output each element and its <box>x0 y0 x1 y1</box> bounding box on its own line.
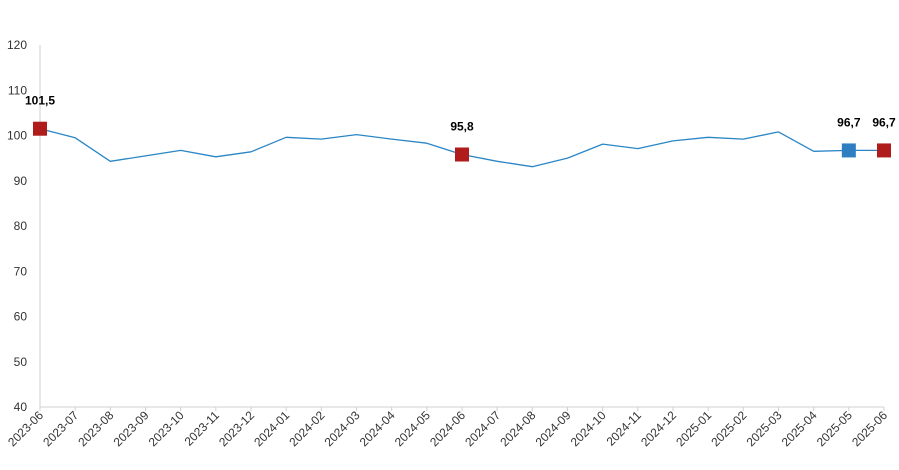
highlight-marker <box>877 143 891 158</box>
x-tick-label: 2023-07 <box>40 408 81 449</box>
x-tick-label: 2025-04 <box>779 408 820 449</box>
highlight-marker <box>33 121 47 136</box>
y-tick-label: 50 <box>14 355 28 369</box>
x-tick-label: 2024-05 <box>392 408 433 449</box>
x-tick-label: 2025-01 <box>673 408 714 449</box>
y-tick-label: 110 <box>8 83 27 97</box>
x-tick-label: 2024-01 <box>251 408 292 449</box>
x-tick-label: 2024-03 <box>322 408 363 449</box>
highlight-marker <box>841 143 856 158</box>
x-tick-label: 2025-06 <box>849 408 890 449</box>
x-tick-label: 2025-05 <box>814 408 855 449</box>
x-tick-label: 2024-10 <box>568 408 609 449</box>
data-label: 96,7 <box>837 115 861 129</box>
x-tick-label: 2024-08 <box>497 408 538 449</box>
y-tick-label: 80 <box>14 219 28 233</box>
x-tick-label: 2025-02 <box>708 408 749 449</box>
y-tick-label: 40 <box>14 400 28 414</box>
data-label: 101,5 <box>25 94 55 108</box>
x-tick-label: 2023-08 <box>75 408 116 449</box>
data-label: 95,8 <box>450 120 474 134</box>
x-axis: 2023-062023-072023-082023-092023-102023-… <box>5 406 890 449</box>
y-tick-label: 100 <box>7 129 27 143</box>
x-tick-label: 2023-12 <box>216 408 257 449</box>
x-tick-label: 2024-06 <box>427 408 468 449</box>
y-axis: 40 50 60 70 80 90 100 110 120 <box>7 38 41 414</box>
highlight-markers: 101,5 95,8 96,7 96,7 <box>25 94 896 162</box>
x-tick-label: 2023-11 <box>182 408 223 449</box>
highlight-marker <box>455 147 469 162</box>
x-tick-label: 2023-09 <box>111 408 152 449</box>
y-tick-label: 90 <box>14 174 28 188</box>
data-label: 96,7 <box>872 115 896 129</box>
y-tick-label: 70 <box>14 264 28 278</box>
x-tick-label: 2024-09 <box>533 408 574 449</box>
x-tick-label: 2024-04 <box>357 408 398 449</box>
x-tick-label: 2024-11 <box>604 408 645 449</box>
x-tick-label: 2023-10 <box>146 408 187 449</box>
x-tick-label: 2025-03 <box>744 408 785 449</box>
x-tick-label: 2023-06 <box>5 408 46 449</box>
x-tick-label: 2024-07 <box>462 408 503 449</box>
x-tick-label: 2024-12 <box>638 408 679 449</box>
y-tick-label: 60 <box>14 310 28 324</box>
y-tick-label: 120 <box>7 38 27 52</box>
x-tick-label: 2024-02 <box>286 408 327 449</box>
